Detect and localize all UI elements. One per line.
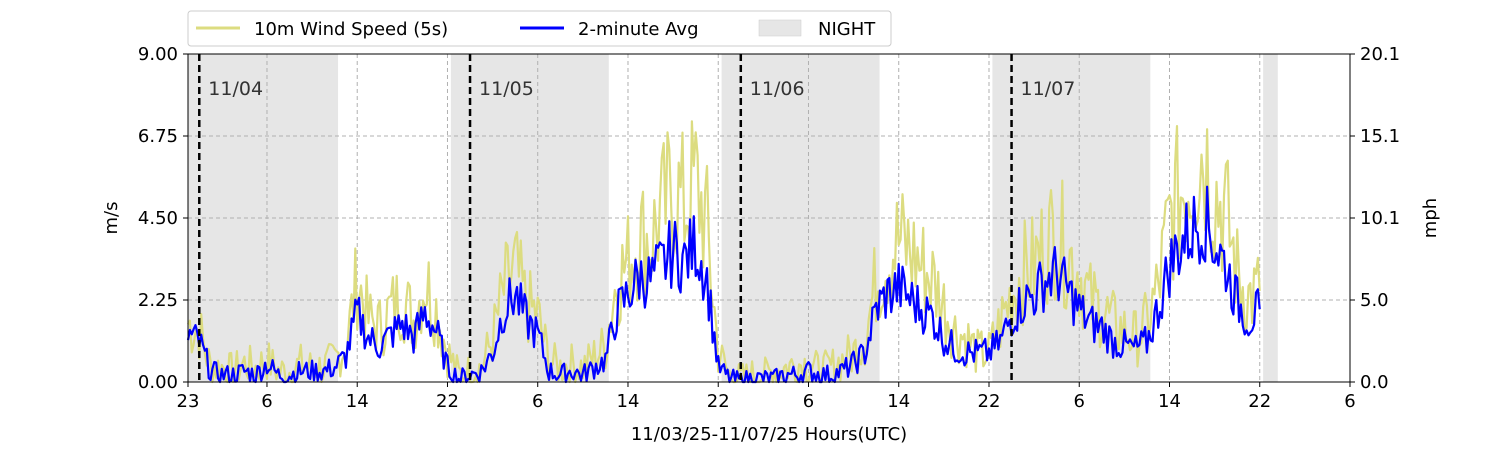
y-left-tick-label: 0.00 (138, 372, 178, 393)
x-tick-label: 6 (532, 391, 543, 412)
x-tick-label: 23 (177, 391, 200, 412)
y-axis-left-ticks: 0.00 2.25 4.50 6.75 9.00 (138, 44, 188, 393)
y-axis-right-ticks: 0.0 5.0 10.1 15.1 20.1 (1350, 44, 1400, 393)
y-right-tick-label: 0.0 (1360, 372, 1389, 393)
y-right-tick-label: 5.0 (1360, 290, 1389, 311)
x-tick-label: 6 (1074, 391, 1085, 412)
x-tick-label: 22 (1248, 391, 1271, 412)
legend: 10m Wind Speed (5s) 2-minute Avg NIGHT (187, 10, 892, 47)
series-line (186, 185, 1261, 384)
avg-wind-series (186, 185, 1261, 384)
x-tick-label: 14 (887, 391, 910, 412)
y-left-tick-label: 9.00 (138, 44, 178, 65)
y-right-tick-label: 15.1 (1360, 126, 1400, 147)
legend-avg-label: 2-minute Avg (578, 19, 699, 40)
y-right-tick-label: 10.1 (1360, 208, 1400, 229)
x-tick-label: 6 (261, 391, 272, 412)
x-tick-label: 6 (803, 391, 814, 412)
day-marker-label: 11/05 (479, 78, 534, 100)
night-band (188, 54, 339, 382)
y-left-tick-label: 2.25 (138, 290, 178, 311)
raw-wind-series (187, 120, 1261, 384)
y-axis-right-label: mph (1420, 198, 1441, 238)
x-tick-label: 22 (436, 391, 459, 412)
x-tick-label: 22 (707, 391, 730, 412)
day-marker-label: 11/04 (208, 78, 263, 100)
x-tick-label: 22 (978, 391, 1001, 412)
y-right-tick-label: 20.1 (1360, 44, 1400, 65)
series-line (187, 120, 1261, 384)
x-axis-label: 11/03/25-11/07/25 Hours(UTC) (631, 424, 907, 445)
day-marker-label: 11/06 (750, 78, 805, 100)
x-tick-label: 14 (1158, 391, 1181, 412)
y-axis-left-label: m/s (101, 202, 122, 235)
x-tick-label: 14 (346, 391, 369, 412)
legend-night-label: NIGHT (818, 19, 876, 40)
y-left-tick-label: 4.50 (138, 208, 178, 229)
legend-raw-label: 10m Wind Speed (5s) (254, 19, 448, 40)
x-tick-label: 14 (617, 391, 640, 412)
x-tick-label: 6 (1344, 391, 1355, 412)
legend-night-swatch (758, 19, 802, 37)
x-axis-ticks: 23 6 14 22 6 14 22 6 14 22 6 14 22 6 (177, 382, 1356, 412)
day-marker-label: 11/07 (1021, 78, 1076, 100)
y-left-tick-label: 6.75 (138, 126, 178, 147)
day-markers: 11/04 11/05 11/06 11/07 (198, 54, 1076, 382)
